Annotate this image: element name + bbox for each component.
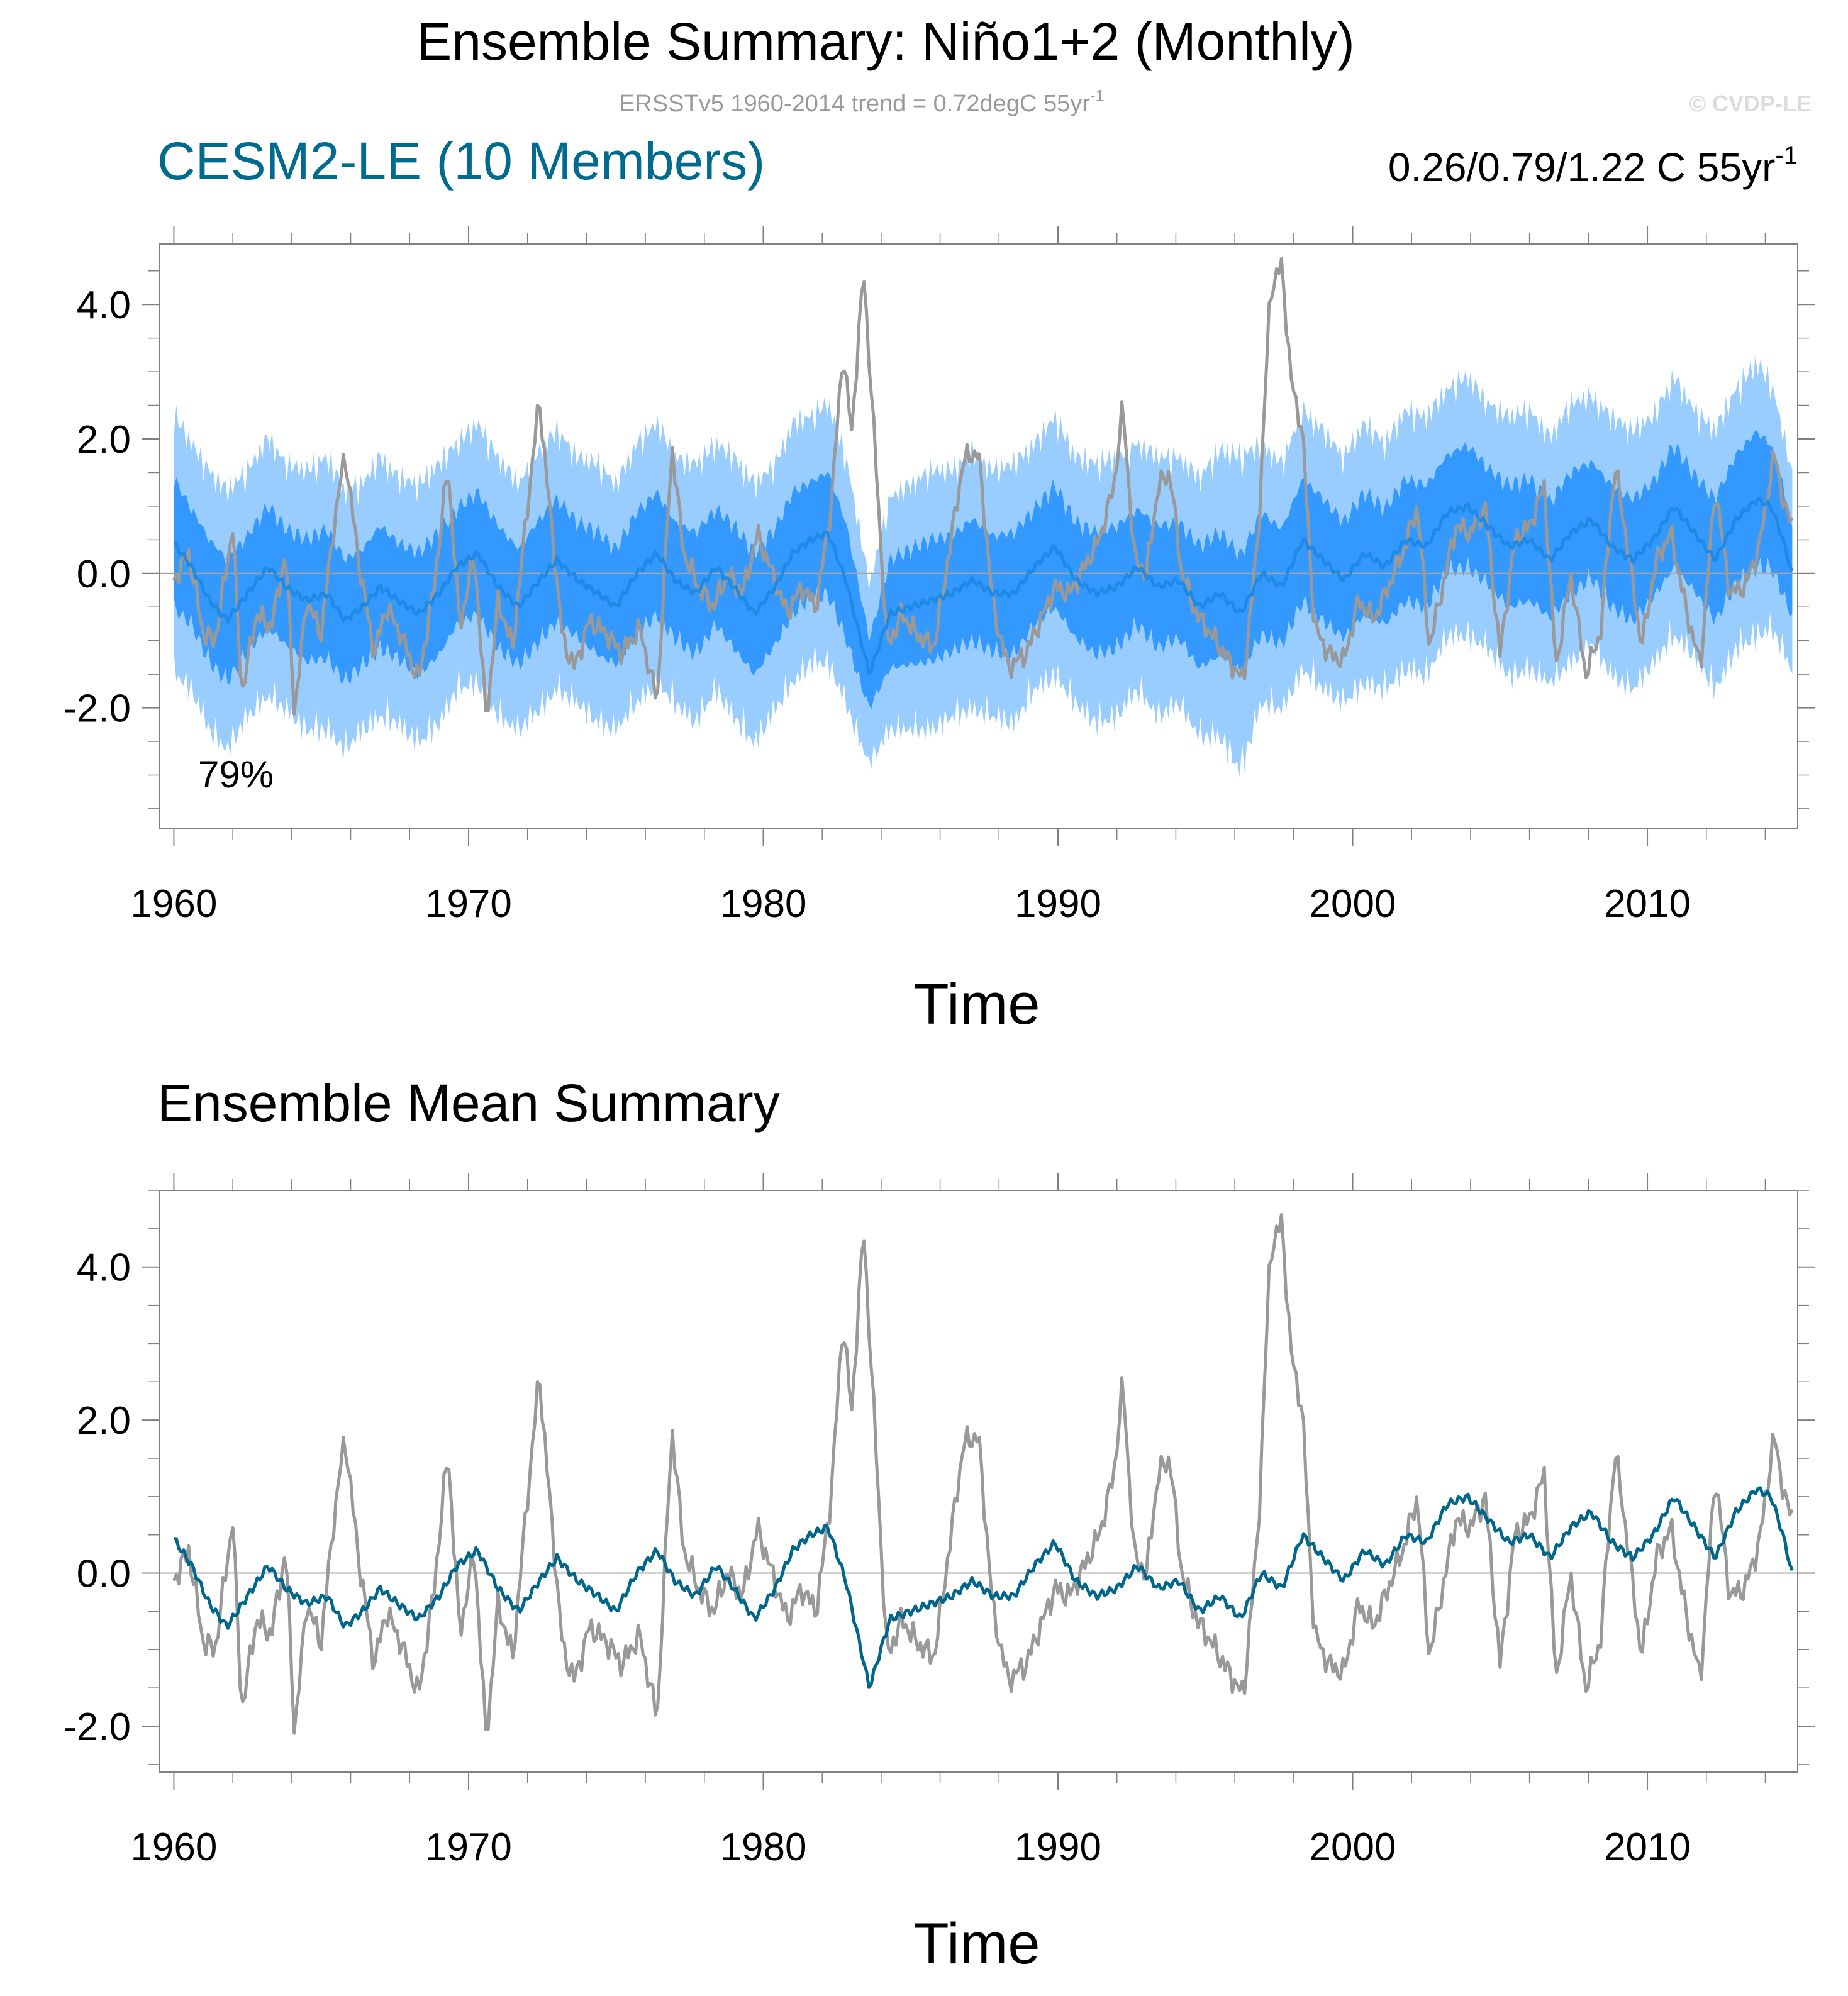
bottom-xtick-label: 2000 <box>1310 1826 1396 1869</box>
bottom-ensemble-mean-line <box>174 1486 1794 1689</box>
top-x-axis-label: Time <box>913 972 1040 1036</box>
top-panel-stats-superscript: -1 <box>1775 141 1798 169</box>
watermark: © CVDP-LE <box>1689 91 1812 116</box>
top-xtick-label: 1970 <box>425 882 512 926</box>
bottom-ytick-label: -2.0 <box>64 1705 131 1749</box>
bottom-xtick-label: 2010 <box>1604 1826 1691 1869</box>
top-axis-ticks <box>142 226 1815 846</box>
top-ytick-label: 0.0 <box>77 553 131 596</box>
top-plot-frame <box>159 243 1798 829</box>
bottom-plot-frame <box>159 1190 1798 1773</box>
bottom-xtick-label: 1990 <box>1015 1826 1101 1869</box>
bottom-x-axis-label: Time <box>913 1912 1040 1976</box>
top-panel-plot: 4.0 2.0 0.0 -2.0 1960 1970 1980 1990 2000 2010 7… <box>64 226 1815 1036</box>
bottom-xtick-label: 1970 <box>425 1826 512 1869</box>
bottom-panel-plot: 4.0 2.0 0.0 -2.0 1960 1970 1980 1990 2000 2010 T… <box>64 1173 1815 1976</box>
top-xtick-label: 1980 <box>720 882 807 926</box>
bottom-ytick-label: 0.0 <box>77 1553 131 1596</box>
top-ensemble-mean-line <box>174 497 1794 675</box>
top-panel-title-right: 0.26/0.79/1.22 C 55yr-1 <box>1388 141 1798 190</box>
bottom-xtick-label: 1980 <box>720 1826 807 1869</box>
top-panel-title-left: CESM2-LE (10 Members) <box>157 131 765 191</box>
top-y-tick-labels: 4.0 2.0 0.0 -2.0 <box>64 284 131 730</box>
bottom-axis-ticks <box>142 1173 1815 1790</box>
bottom-y-tick-labels: 4.0 2.0 0.0 -2.0 <box>64 1246 131 1749</box>
subtitle-superscript: -1 <box>1090 86 1105 105</box>
top-ytick-label: 2.0 <box>77 418 131 462</box>
figure-title: Ensemble Summary: Niño1+2 (Monthly) <box>416 12 1355 71</box>
bottom-ytick-label: 2.0 <box>77 1399 131 1443</box>
top-xtick-label: 2010 <box>1604 882 1691 926</box>
bottom-xtick-label: 1960 <box>130 1826 217 1869</box>
top-ytick-label: 4.0 <box>77 284 131 327</box>
top-ytick-label: -2.0 <box>64 687 131 731</box>
bottom-series-lines <box>172 1213 1794 1735</box>
bottom-ytick-label: 4.0 <box>77 1246 131 1290</box>
top-panel-stats-text: 0.26/0.79/1.22 C 55yr <box>1388 145 1776 190</box>
top-observed-line <box>172 257 1794 716</box>
top-xtick-label: 1960 <box>130 882 217 926</box>
bottom-x-tick-labels: 1960 1970 1980 1990 2000 2010 <box>130 1826 1691 1869</box>
bottom-observed-line <box>172 1213 1794 1735</box>
top-x-tick-labels: 1960 1970 1980 1990 2000 2010 <box>130 882 1691 926</box>
subtitle-text: ERSSTv5 1960-2014 trend = 0.72degC 55yr <box>619 91 1090 117</box>
top-xtick-label: 2000 <box>1310 882 1396 926</box>
bottom-panel-title-left: Ensemble Mean Summary <box>157 1073 780 1133</box>
top-xtick-label: 1990 <box>1015 882 1101 926</box>
top-series-lines <box>172 257 1794 716</box>
top-spread-bands <box>174 356 1793 777</box>
figure-subtitle: ERSSTv5 1960-2014 trend = 0.72degC 55yr-… <box>619 86 1105 117</box>
inner-spread-band <box>174 430 1793 709</box>
top-percent-annotation: 79% <box>198 753 274 796</box>
